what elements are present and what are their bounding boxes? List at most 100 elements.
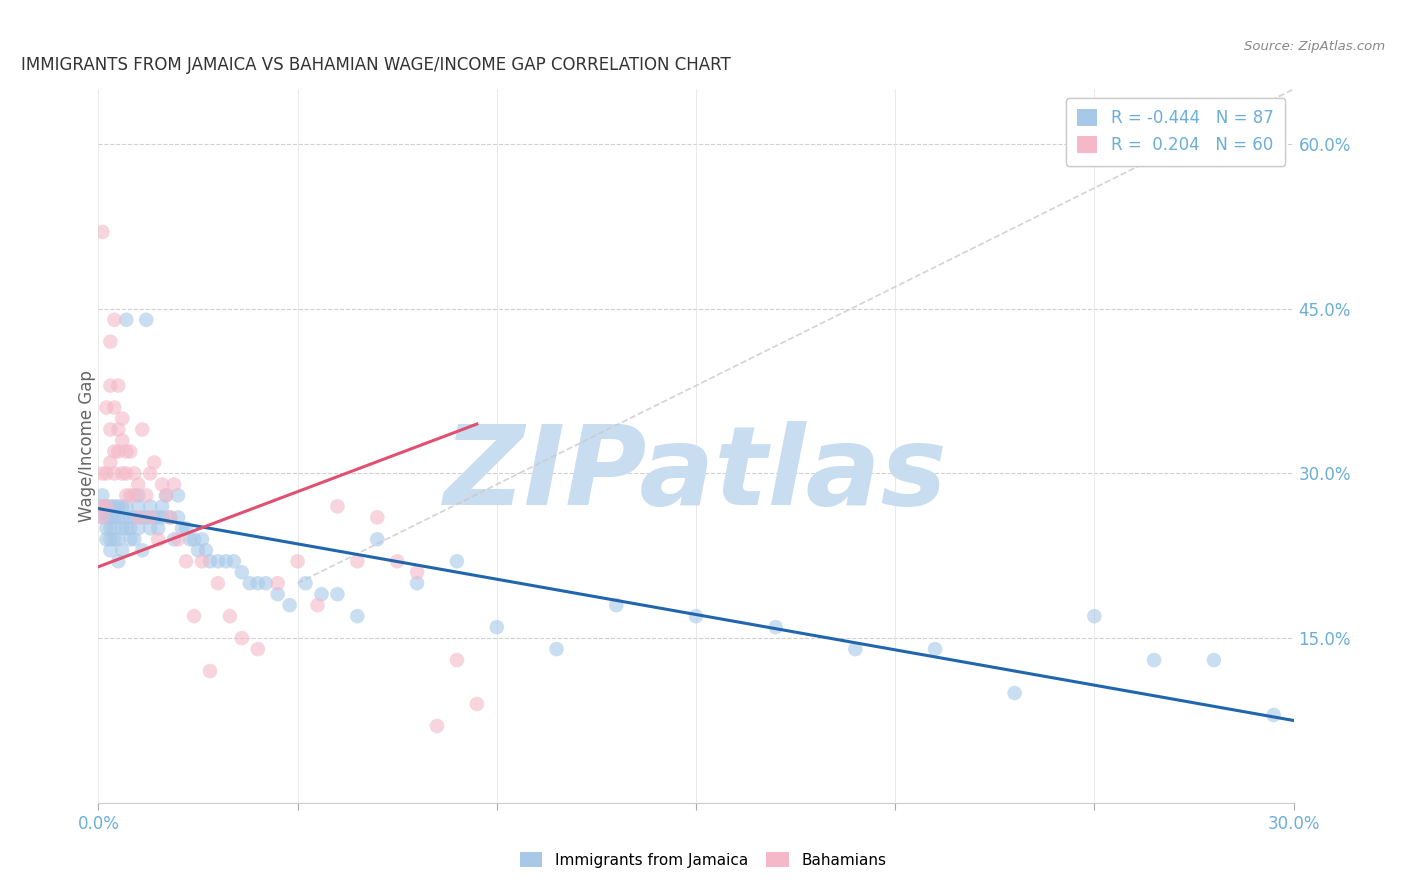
Point	[120, 521, 142, 535]
Legend: R = -0.444   N = 87, R =  0.204   N = 60: R = -0.444 N = 87, R = 0.204 N = 60	[1066, 97, 1285, 166]
Point	[385, 554, 409, 568]
Point	[91, 225, 114, 239]
Point	[446, 653, 468, 667]
Point	[191, 533, 214, 547]
Point	[131, 543, 153, 558]
Point	[167, 510, 190, 524]
Point	[294, 576, 316, 591]
Point	[107, 500, 129, 514]
Point	[91, 500, 114, 514]
Point	[91, 467, 114, 481]
Point	[311, 587, 333, 601]
Point	[96, 500, 118, 514]
Point	[366, 510, 388, 524]
Point	[96, 510, 118, 524]
Point	[685, 609, 707, 624]
Point	[120, 488, 142, 502]
Point	[246, 642, 269, 657]
Point	[287, 554, 309, 568]
Point	[135, 488, 157, 502]
Point	[426, 719, 449, 733]
Point	[267, 587, 290, 601]
Point	[115, 312, 138, 326]
Point	[107, 554, 129, 568]
Point	[174, 521, 197, 535]
Point	[120, 510, 142, 524]
Point	[326, 500, 349, 514]
Point	[222, 554, 245, 568]
Point	[100, 500, 122, 514]
Point	[605, 598, 627, 612]
Point	[278, 598, 301, 612]
Point	[91, 500, 114, 514]
Point	[103, 500, 125, 514]
Point	[148, 521, 170, 535]
Point	[465, 697, 488, 711]
Point	[307, 598, 329, 612]
Point	[111, 500, 134, 514]
Point	[246, 576, 269, 591]
Point	[179, 533, 201, 547]
Point	[103, 533, 125, 547]
Point	[96, 467, 118, 481]
Point	[546, 642, 568, 657]
Point	[100, 521, 122, 535]
Point	[91, 510, 114, 524]
Point	[115, 521, 138, 535]
Point	[267, 576, 290, 591]
Point	[91, 510, 114, 524]
Point	[103, 521, 125, 535]
Point	[150, 510, 173, 524]
Legend: Immigrants from Jamaica, Bahamians: Immigrants from Jamaica, Bahamians	[512, 844, 894, 875]
Point	[103, 401, 125, 415]
Point	[1143, 653, 1166, 667]
Point	[924, 642, 946, 657]
Point	[406, 566, 429, 580]
Point	[127, 488, 149, 502]
Point	[187, 543, 209, 558]
Point	[174, 554, 197, 568]
Point	[124, 510, 146, 524]
Point	[191, 554, 214, 568]
Point	[103, 510, 125, 524]
Point	[120, 533, 142, 547]
Text: Source: ZipAtlas.com: Source: ZipAtlas.com	[1244, 40, 1385, 54]
Point	[139, 467, 162, 481]
Point	[100, 455, 122, 469]
Point	[111, 411, 134, 425]
Point	[1083, 609, 1105, 624]
Point	[406, 576, 429, 591]
Point	[103, 444, 125, 458]
Point	[115, 488, 138, 502]
Point	[96, 533, 118, 547]
Point	[100, 378, 122, 392]
Point	[207, 554, 229, 568]
Point	[127, 510, 149, 524]
Point	[124, 488, 146, 502]
Point	[111, 521, 134, 535]
Point	[1263, 708, 1285, 723]
Point	[183, 609, 205, 624]
Point	[167, 533, 190, 547]
Point	[131, 510, 153, 524]
Text: ZIPatlas: ZIPatlas	[444, 421, 948, 528]
Point	[1004, 686, 1026, 700]
Text: IMMIGRANTS FROM JAMAICA VS BAHAMIAN WAGE/INCOME GAP CORRELATION CHART: IMMIGRANTS FROM JAMAICA VS BAHAMIAN WAGE…	[21, 56, 731, 74]
Point	[107, 533, 129, 547]
Point	[139, 521, 162, 535]
Point	[326, 587, 349, 601]
Point	[135, 312, 157, 326]
Point	[346, 609, 368, 624]
Point	[100, 334, 122, 349]
Point	[100, 533, 122, 547]
Point	[219, 609, 242, 624]
Point	[254, 576, 277, 591]
Point	[107, 378, 129, 392]
Point	[207, 576, 229, 591]
Point	[107, 423, 129, 437]
Point	[111, 510, 134, 524]
Point	[100, 543, 122, 558]
Point	[111, 434, 134, 448]
Point	[765, 620, 787, 634]
Point	[100, 510, 122, 524]
